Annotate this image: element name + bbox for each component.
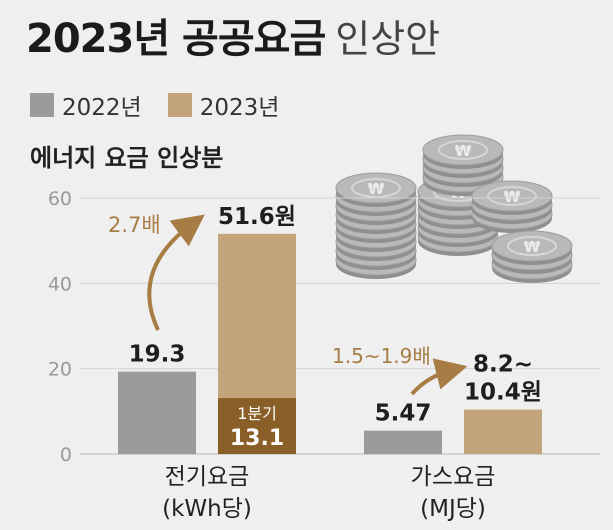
legend: 2022년 2023년 — [30, 88, 305, 122]
coin-stack-illustration: ₩₩₩₩₩ — [335, 134, 573, 283]
coin-stack-right-upper-coin-0 — [471, 180, 553, 212]
coin-stack-left-won-ring — [351, 178, 401, 198]
page-title: 2023년 공공요금 인상안 — [26, 6, 440, 64]
coin-stack-top-coin-0 — [422, 134, 504, 166]
bar-2023-1 — [464, 409, 542, 454]
coin-stack-left-won-icon: ₩ — [368, 180, 385, 198]
title-main: 2023년 공공요금 — [26, 16, 326, 62]
coin-stack-right-lower-coin-0 — [491, 230, 573, 262]
coin-stack-left-coin-0 — [335, 172, 417, 204]
ratio-annotation-gas: 1.5~1.9배 — [332, 344, 431, 368]
coin-stack-right-lower-won-icon: ₩ — [524, 238, 541, 256]
data-label-2023-1-line0: 8.2~ — [473, 352, 533, 378]
ratio-annotation-electric: 2.7배 — [108, 213, 161, 237]
coin-stack-right-upper-won-ring — [487, 186, 537, 206]
y-tick-label-20: 20 — [48, 359, 72, 381]
y-tick-label-40: 40 — [48, 273, 72, 295]
legend-label-2022: 2022년 — [62, 95, 142, 121]
x-category-sublabel-0: (kWh당) — [162, 496, 252, 522]
coin-stack-right-upper: ₩ — [471, 180, 553, 233]
chart-subtitle: 에너지 요금 인상분 — [30, 144, 224, 172]
q1-segment-label: 1분기 — [237, 404, 277, 423]
coin-stack-right-lower: ₩ — [491, 230, 573, 283]
legend-item-2023: 2023년 — [167, 88, 280, 122]
coin-stack-right-upper-won-icon: ₩ — [504, 188, 521, 206]
y-tick-label-0: 0 — [60, 444, 72, 466]
data-label-2022-0: 19.3 — [129, 342, 186, 368]
bar-2022-0 — [118, 371, 196, 454]
legend-swatch-2023 — [167, 93, 192, 117]
coin-stack-left: ₩ — [335, 172, 417, 279]
data-label-2023-1-line1: 10.4원 — [464, 380, 542, 406]
legend-label-2023: 2023년 — [199, 95, 280, 121]
legend-item-2022: 2022년 — [30, 88, 142, 122]
y-tick-label-60: 60 — [48, 188, 72, 210]
x-category-label-0: 전기요금 — [165, 464, 250, 490]
legend-swatch-2022 — [30, 93, 54, 117]
q1-segment-value: 13.1 — [230, 426, 284, 451]
data-label-2022-1: 5.47 — [375, 401, 432, 427]
bar-2023-q1-segment — [218, 398, 296, 454]
chart-bars — [118, 233, 542, 454]
x-category-sublabel-1: (MJ당) — [420, 496, 486, 522]
x-category-label-1: 가스요금 — [411, 464, 496, 490]
data-label-2023-0-line0: 51.6원 — [218, 204, 296, 230]
coin-stack-top: ₩ — [422, 134, 504, 196]
title-sub: 인상안 — [335, 17, 441, 61]
coin-stack-right-lower-won-ring — [507, 236, 557, 256]
ratio-arrow-gas — [410, 358, 468, 396]
coin-stack-top-won-icon: ₩ — [455, 142, 472, 160]
ratio-arrow-electric — [147, 214, 205, 331]
coin-stack-top-won-ring — [438, 140, 488, 160]
bar-2022-1 — [364, 430, 442, 454]
